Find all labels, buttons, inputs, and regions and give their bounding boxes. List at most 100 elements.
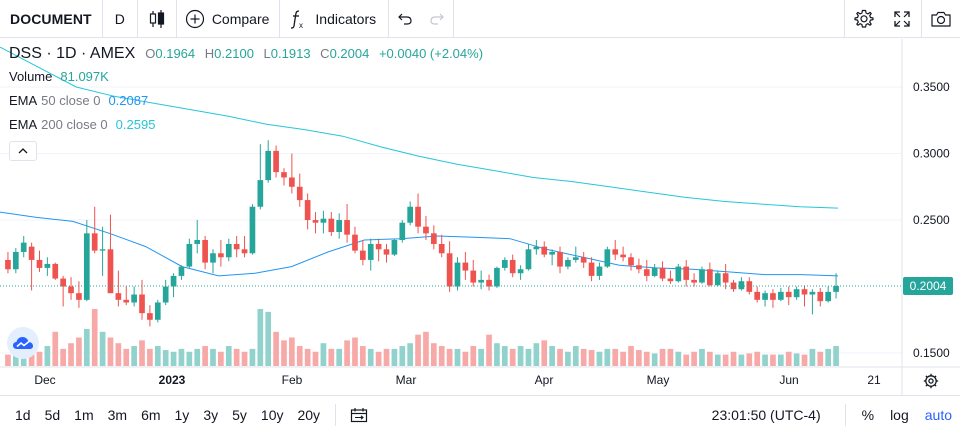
range-5y[interactable]: 5y bbox=[232, 406, 247, 423]
interval-button[interactable]: D bbox=[114, 10, 125, 27]
volume-bar bbox=[707, 351, 713, 366]
volume-bar bbox=[115, 343, 122, 366]
range-5d[interactable]: 5d bbox=[44, 406, 61, 423]
candle-body bbox=[533, 246, 540, 250]
candle-body bbox=[352, 234, 358, 251]
range-6m[interactable]: 6m bbox=[141, 406, 161, 423]
volume-bar bbox=[549, 346, 555, 366]
chart-style-button[interactable] bbox=[138, 0, 176, 38]
candle-body bbox=[36, 259, 43, 268]
open-value: 0.1964 bbox=[155, 46, 196, 61]
legend-collapse-button[interactable] bbox=[9, 141, 37, 161]
bottom-divider bbox=[844, 404, 846, 426]
candle-body bbox=[430, 233, 437, 244]
open-key: O bbox=[145, 46, 156, 61]
volume-bar bbox=[675, 351, 682, 366]
date-range-group: 1d 5d 1m 3m 6m 1y 3y 5y 10y 20y bbox=[0, 407, 327, 423]
time-tick-label: 2023 bbox=[159, 373, 186, 387]
candle-body bbox=[572, 257, 579, 260]
toolbar-divider bbox=[136, 0, 138, 38]
log-scale-toggle[interactable]: log bbox=[890, 407, 909, 423]
candle-body bbox=[785, 291, 792, 298]
indicators-button[interactable]: x Indicators bbox=[280, 0, 388, 38]
range-10y[interactable]: 10y bbox=[260, 406, 284, 423]
volume-bar bbox=[478, 348, 484, 366]
volume-bar bbox=[809, 348, 816, 366]
timezone-clock[interactable]: 23:01:50 (UTC-4) bbox=[711, 407, 821, 423]
volume-bar bbox=[754, 351, 761, 366]
range-20y[interactable]: 20y bbox=[297, 406, 321, 423]
candle-body bbox=[588, 262, 595, 276]
candle-body bbox=[367, 243, 374, 260]
toolbar-divider bbox=[388, 0, 390, 38]
volume-bar bbox=[470, 346, 477, 366]
volume-bar bbox=[296, 346, 303, 366]
candle-body bbox=[722, 273, 729, 283]
candle-body bbox=[123, 299, 130, 303]
toolbar-divider bbox=[101, 0, 103, 38]
candle-body bbox=[178, 266, 185, 276]
tradingview-logo[interactable] bbox=[7, 327, 39, 359]
price-axis[interactable]: 0.3500 0.3000 0.2500 0.1500 bbox=[913, 80, 950, 360]
gear-icon bbox=[854, 9, 874, 28]
range-1m[interactable]: 1m bbox=[74, 406, 94, 423]
volume-bar bbox=[801, 354, 808, 366]
candle-body bbox=[225, 243, 232, 258]
percent-scale-toggle[interactable]: % bbox=[861, 407, 875, 423]
legend-ema200-row[interactable]: EMA 200 close 0 0.2595 bbox=[9, 117, 489, 141]
undo-button[interactable] bbox=[389, 0, 421, 38]
volume-bar bbox=[691, 351, 697, 366]
volume-bar bbox=[730, 351, 737, 366]
price-chart[interactable]: 0.3500 0.3000 0.2500 0.1500 Dec 2023 Feb Mar Ap… bbox=[0, 39, 960, 395]
goto-date-button[interactable] bbox=[344, 400, 374, 430]
low-value: 0.1913 bbox=[270, 46, 311, 61]
candle-body bbox=[793, 289, 800, 298]
compare-button[interactable]: Compare bbox=[177, 0, 280, 38]
toolbar-divider bbox=[175, 0, 177, 38]
volume-bar bbox=[399, 346, 406, 366]
volume-bar bbox=[825, 348, 832, 366]
time-axis[interactable]: Dec 2023 Feb Mar Apr May Jun 21 bbox=[34, 373, 881, 387]
candle-body bbox=[5, 259, 11, 270]
legend-ema50-row[interactable]: EMA 50 close 0 0.2087 bbox=[9, 93, 489, 117]
range-3m[interactable]: 3m bbox=[107, 406, 128, 423]
candle-body bbox=[131, 294, 137, 303]
fullscreen-button[interactable] bbox=[883, 0, 921, 38]
candle-body bbox=[643, 269, 650, 276]
redo-button[interactable] bbox=[421, 0, 453, 38]
legend-volume-row[interactable]: Volume 81.097K bbox=[9, 69, 489, 93]
ema50-line bbox=[0, 211, 839, 277]
auto-scale-toggle[interactable]: auto bbox=[924, 407, 952, 423]
price-tick-label: 0.3000 bbox=[913, 147, 950, 161]
candle-body bbox=[501, 259, 508, 268]
chevron-up-icon bbox=[18, 148, 28, 154]
volume-bar bbox=[5, 354, 11, 366]
volume-name: Volume bbox=[9, 69, 53, 84]
candle-body bbox=[83, 233, 90, 300]
candle-body bbox=[170, 275, 177, 287]
range-1y[interactable]: 1y bbox=[174, 406, 190, 423]
range-3y[interactable]: 3y bbox=[203, 406, 219, 423]
candle-body bbox=[659, 267, 666, 279]
candle-body bbox=[636, 265, 642, 270]
volume-bar bbox=[257, 309, 264, 366]
candle-body bbox=[809, 291, 816, 295]
symbol-search-button[interactable]: DOCUMENT bbox=[10, 10, 92, 27]
time-tick-label: May bbox=[647, 373, 670, 387]
candle-body bbox=[154, 302, 161, 320]
legend-symbol[interactable]: DSS · 1D · AMEX bbox=[9, 45, 136, 62]
range-1d[interactable]: 1d bbox=[15, 406, 31, 423]
candle-body bbox=[778, 291, 784, 300]
undo-icon bbox=[398, 13, 412, 25]
candle-body bbox=[628, 257, 634, 266]
fullscreen-icon bbox=[894, 11, 910, 27]
volume-bar bbox=[604, 348, 611, 366]
candle-body bbox=[233, 243, 240, 250]
volume-bar bbox=[770, 354, 776, 366]
settings-button[interactable] bbox=[845, 0, 883, 38]
candle-body bbox=[438, 243, 445, 254]
screenshot-button[interactable] bbox=[922, 0, 960, 38]
axis-settings-button[interactable] bbox=[920, 371, 942, 391]
candle-body bbox=[147, 313, 153, 320]
volume-bar bbox=[501, 346, 508, 366]
